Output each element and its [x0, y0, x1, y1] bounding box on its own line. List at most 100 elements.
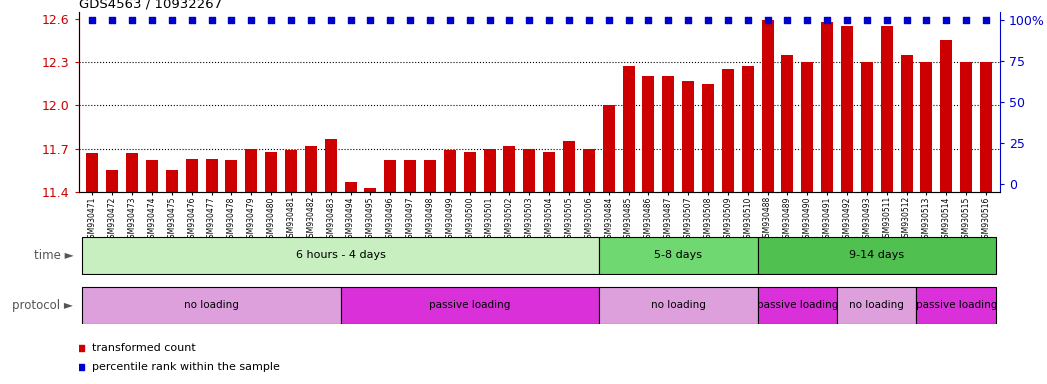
Point: [143, 17, 160, 23]
Point: [918, 17, 935, 23]
Bar: [920, 62, 933, 192]
Bar: [364, 188, 376, 192]
Point: [521, 17, 538, 23]
Bar: [801, 62, 814, 192]
Bar: [83, 287, 340, 324]
Bar: [165, 170, 178, 192]
Bar: [384, 160, 396, 192]
Bar: [265, 152, 277, 192]
Bar: [205, 159, 218, 192]
Bar: [758, 287, 837, 324]
Point: [104, 17, 120, 23]
Point: [819, 17, 836, 23]
Bar: [940, 40, 952, 192]
Bar: [881, 26, 893, 192]
Point: [84, 17, 101, 23]
Point: [640, 17, 656, 23]
Point: [978, 17, 995, 23]
Bar: [305, 146, 317, 192]
Bar: [721, 69, 734, 192]
Point: [382, 17, 399, 23]
Bar: [245, 149, 258, 192]
Bar: [841, 26, 853, 192]
Point: [163, 17, 180, 23]
Text: no loading: no loading: [184, 300, 239, 310]
Point: [759, 17, 776, 23]
Bar: [599, 287, 758, 324]
Bar: [127, 153, 138, 192]
Point: [699, 17, 716, 23]
Text: 6 hours - 4 days: 6 hours - 4 days: [295, 250, 385, 260]
Bar: [821, 22, 833, 192]
Text: 5-8 days: 5-8 days: [654, 250, 703, 260]
Point: [402, 17, 419, 23]
Text: passive loading: passive loading: [915, 300, 997, 310]
Bar: [404, 160, 416, 192]
Bar: [504, 146, 515, 192]
Point: [303, 17, 319, 23]
Point: [322, 17, 339, 23]
Point: [620, 17, 637, 23]
Bar: [741, 66, 754, 192]
Text: no loading: no loading: [849, 300, 905, 310]
Bar: [643, 76, 654, 192]
Point: [362, 17, 379, 23]
Point: [263, 17, 280, 23]
Text: protocol ►: protocol ►: [13, 299, 73, 312]
Bar: [758, 237, 996, 274]
Bar: [444, 150, 455, 192]
Point: [462, 17, 478, 23]
Bar: [980, 62, 992, 192]
Text: 9-14 days: 9-14 days: [849, 250, 905, 260]
Bar: [837, 287, 916, 324]
Point: [283, 17, 299, 23]
Point: [580, 17, 597, 23]
Bar: [603, 105, 615, 192]
Point: [342, 17, 359, 23]
Point: [124, 17, 140, 23]
Text: GDS4563 / 10932267: GDS4563 / 10932267: [79, 0, 222, 10]
Bar: [960, 62, 972, 192]
Bar: [225, 160, 238, 192]
Bar: [703, 84, 714, 192]
Bar: [761, 20, 774, 192]
Point: [600, 17, 617, 23]
Point: [502, 17, 518, 23]
Bar: [464, 152, 475, 192]
Text: time ►: time ►: [34, 249, 73, 262]
Bar: [87, 153, 98, 192]
Bar: [563, 141, 575, 192]
Text: no loading: no loading: [651, 300, 706, 310]
Point: [779, 17, 796, 23]
Text: transformed count: transformed count: [92, 343, 196, 353]
Point: [482, 17, 498, 23]
Bar: [599, 237, 758, 274]
Point: [938, 17, 955, 23]
Point: [859, 17, 875, 23]
Point: [839, 17, 855, 23]
Point: [958, 17, 975, 23]
Bar: [861, 62, 873, 192]
Bar: [623, 66, 634, 192]
Text: percentile rank within the sample: percentile rank within the sample: [92, 362, 280, 372]
Bar: [340, 287, 599, 324]
Point: [243, 17, 260, 23]
Point: [560, 17, 577, 23]
Point: [799, 17, 816, 23]
Bar: [344, 182, 357, 192]
Point: [422, 17, 439, 23]
Point: [680, 17, 696, 23]
Text: passive loading: passive loading: [757, 300, 838, 310]
Bar: [484, 149, 495, 192]
Bar: [107, 170, 118, 192]
Bar: [916, 287, 996, 324]
Point: [223, 17, 240, 23]
Bar: [583, 149, 595, 192]
Bar: [900, 55, 913, 192]
Bar: [83, 237, 599, 274]
Bar: [663, 76, 674, 192]
Point: [183, 17, 200, 23]
Point: [719, 17, 736, 23]
Point: [878, 17, 895, 23]
Bar: [543, 152, 555, 192]
